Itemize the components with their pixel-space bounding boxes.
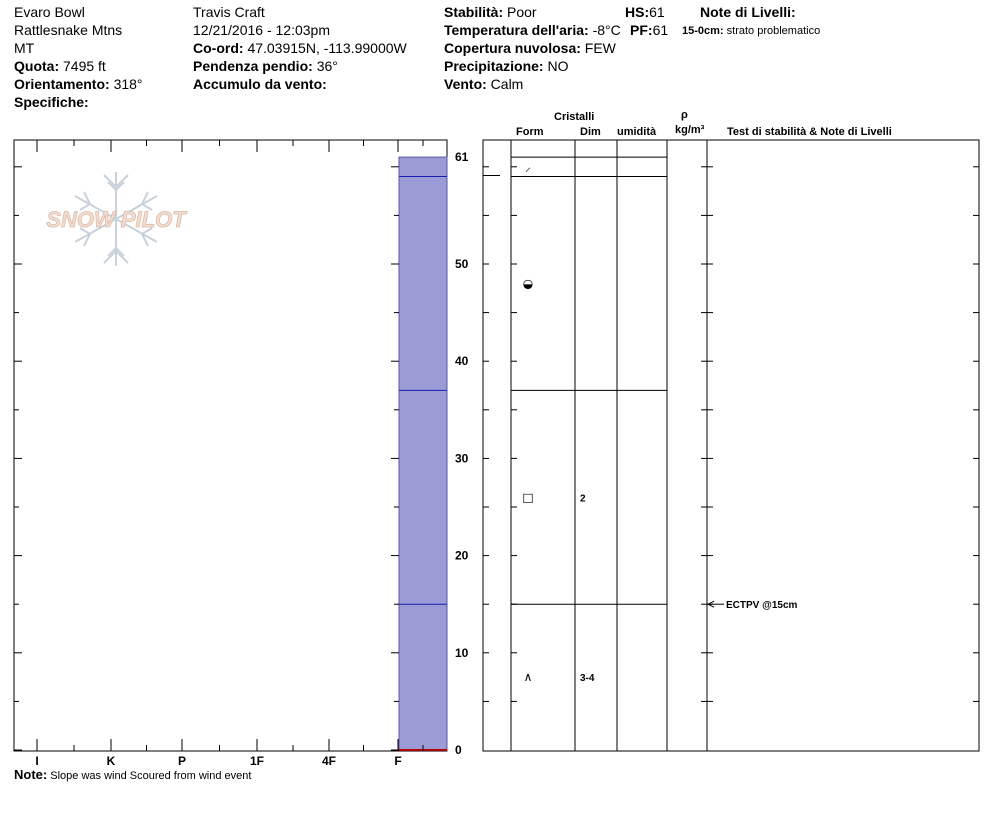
datetime: 12/21/2016 - 12:03pm	[193, 22, 330, 38]
state: MT	[14, 40, 35, 56]
note-text: Slope was wind Scoured from wind event	[50, 770, 252, 782]
snowflake-icon	[74, 172, 158, 266]
coordinates: Co-ord: 47.03915N, -113.99000W	[193, 40, 407, 57]
stability-value: Poor	[507, 4, 537, 20]
wind-label: Vento:	[444, 76, 487, 92]
slope: Pendenza pendio: 36°	[193, 58, 338, 75]
col-moisture: umidità	[617, 126, 657, 138]
depth-label-61: 61	[455, 150, 469, 164]
layer-note-depth: 15-0cm:	[682, 25, 724, 37]
depth-label-20: 20	[455, 549, 469, 563]
logo-text: SNOW PILOT	[46, 207, 187, 232]
wind-loading-label: Accumulo da vento:	[193, 76, 327, 92]
col-tests: Test di stabilità & Note di Livelli	[727, 126, 892, 138]
hs-value: 61	[649, 4, 665, 20]
mountain-range: Rattlesnake Mtns	[14, 22, 123, 38]
aspect-label: Orientamento:	[14, 76, 110, 92]
elevation: Quota: 7495 ft	[14, 58, 106, 75]
stability-label: Stabilità:	[444, 4, 504, 20]
stability-test-label-0: ECTPV @15cm	[726, 600, 798, 611]
hardness-label-1F: 1F	[250, 754, 264, 768]
layer-form-symbol-1: ◒	[523, 276, 533, 290]
aspect: Orientamento: 318°	[14, 76, 143, 93]
layer-form-symbol-0: ⸝	[525, 160, 531, 174]
depth-label-30: 30	[455, 451, 469, 465]
crystal-table-frame	[482, 139, 980, 752]
elevation-label: Quota:	[14, 58, 60, 74]
hs-label: HS:	[625, 4, 650, 20]
layer-notes-title: Note di Livelli:	[700, 4, 796, 20]
hardness-label-F: F	[394, 754, 401, 768]
col-size: Dim	[580, 126, 601, 138]
hardness-label-P: P	[178, 754, 186, 768]
slope-value: 36°	[316, 58, 338, 74]
air-temp-label: Temperatura dell'aria:	[444, 22, 589, 38]
aspect-value: 318°	[113, 76, 143, 92]
col-crystals: Cristalli	[554, 111, 595, 123]
layer-note-text: strato problematico	[726, 25, 821, 37]
cloud-value: FEW	[584, 40, 616, 56]
col-rho: ρ	[681, 109, 688, 121]
pf-label: PF:	[630, 22, 653, 38]
observer: Travis Craft	[193, 4, 265, 20]
coord-label: Co-ord:	[193, 40, 244, 56]
depth-label-0: 0	[455, 743, 462, 757]
layer-form-symbol-2: □	[522, 490, 533, 504]
snowpack-bar	[398, 156, 448, 751]
elevation-value: 7495 ft	[63, 58, 106, 74]
depth-label-50: 50	[455, 257, 469, 271]
wind: Vento: Calm	[444, 76, 523, 93]
location-name: Evaro Bowl	[14, 4, 85, 20]
precipitation: Precipitazione: NO	[444, 58, 568, 75]
wind-value: Calm	[490, 76, 524, 92]
stability: Stabilità: Poor	[444, 4, 537, 21]
note-label: Note:	[14, 767, 48, 782]
layer-size-3: 3-4	[580, 673, 595, 684]
footer-note: Note: Slope was wind Scoured from wind e…	[14, 768, 251, 783]
depth-label-10: 10	[455, 646, 469, 660]
slope-label: Pendenza pendio:	[193, 58, 313, 74]
snowpilot-logo: SNOW PILOT	[46, 172, 188, 266]
layer-size-2: 2	[580, 493, 586, 504]
col-form: Form	[516, 126, 544, 138]
pf: PF:61	[630, 22, 668, 39]
coord-value: 47.03915N, -113.99000W	[247, 40, 407, 56]
precip-label: Precipitazione:	[444, 58, 544, 74]
precip-value: NO	[547, 58, 569, 74]
stability-test-arrowhead-0	[706, 600, 715, 608]
depth-label-40: 40	[455, 354, 469, 368]
pf-value: 61	[652, 22, 669, 38]
layer-form-symbol-3: ∧	[524, 670, 533, 684]
air-temperature: Temperatura dell'aria: -8°C	[444, 22, 621, 39]
air-temp-value: -8°C	[592, 22, 621, 38]
hardness-label-I: I	[35, 754, 38, 768]
specifics-label: Specifiche:	[14, 94, 89, 110]
hs: HS:61	[625, 4, 665, 21]
cloud-label: Copertura nuvolosa:	[444, 40, 581, 56]
layer-note: 15-0cm: strato problematico	[682, 25, 820, 38]
hardness-label-K: K	[107, 754, 116, 768]
hardness-label-4F: 4F	[322, 754, 336, 768]
cloud-cover: Copertura nuvolosa: FEW	[444, 40, 616, 57]
col-density-unit: kg/m³	[675, 124, 705, 136]
